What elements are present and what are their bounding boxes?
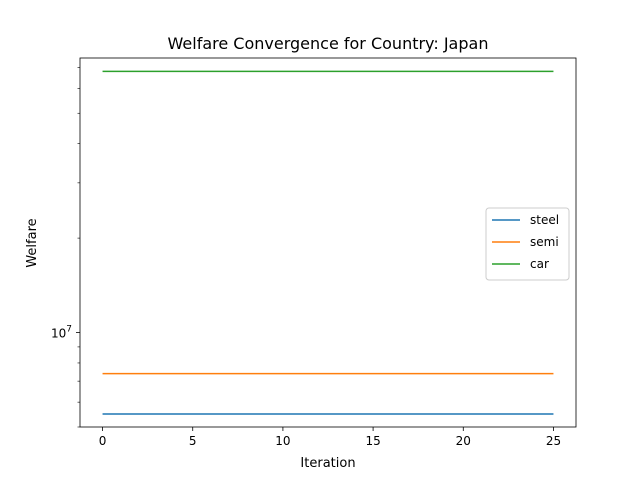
y-axis-ticks: 107 bbox=[51, 67, 80, 428]
series-layer bbox=[102, 70, 554, 415]
legend-label-semi: semi bbox=[530, 235, 559, 249]
y-tick-label-exponent: 7 bbox=[66, 325, 72, 335]
x-axis-ticks: 0 5 10 15 20 25 bbox=[99, 427, 561, 448]
y-tick-label-base: 10 bbox=[51, 327, 66, 341]
x-tick-label: 20 bbox=[456, 434, 471, 448]
legend-label-steel: steel bbox=[530, 213, 559, 227]
x-axis-label: Iteration bbox=[300, 456, 355, 471]
y-axis-label: Welfare bbox=[25, 218, 40, 267]
axes-layer bbox=[79, 57, 577, 428]
x-tick-label: 10 bbox=[275, 434, 290, 448]
y-tick-label: 107 bbox=[51, 325, 72, 341]
chart-title: Welfare Convergence for Country: Japan bbox=[168, 34, 489, 53]
legend-box bbox=[485, 207, 570, 281]
x-tick-label: 15 bbox=[365, 434, 380, 448]
x-tick-label: 5 bbox=[189, 434, 197, 448]
legend-label-car: car bbox=[530, 257, 549, 271]
x-tick-label: 0 bbox=[99, 434, 107, 448]
x-tick-label: 25 bbox=[546, 434, 561, 448]
legend: steel semi car bbox=[485, 207, 570, 281]
axes-frame bbox=[79, 57, 577, 428]
